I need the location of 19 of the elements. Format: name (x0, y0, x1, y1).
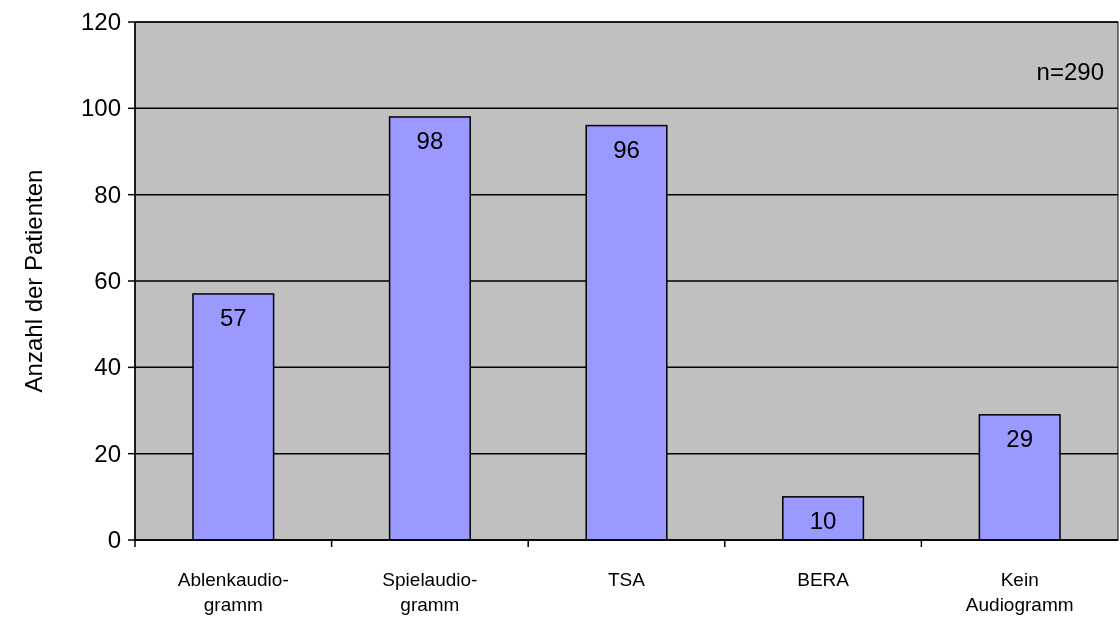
y-tick-label: 100 (80, 94, 121, 122)
data-label: 98 (416, 126, 444, 154)
data-label: 96 (613, 135, 640, 163)
y-tick-label: 80 (94, 180, 121, 208)
annotation: n=290 (1036, 58, 1104, 85)
data-label: 10 (809, 506, 837, 534)
y-tick-label: 60 (94, 267, 121, 294)
x-tick-label: Kein Audiogramm (965, 569, 1074, 615)
y-tick-label: 120 (80, 8, 121, 35)
x-tick-label: TSA (608, 569, 646, 590)
data-label: 57 (219, 303, 247, 331)
y-tick-label: 20 (94, 439, 121, 467)
data-label: 29 (1006, 424, 1034, 452)
y-axis-title: Anzahl der Patienten (20, 169, 47, 393)
x-tick-label: Spielaudio- gramm (382, 569, 478, 615)
x-tick-label: Ablenkaudio- gramm (177, 569, 289, 615)
y-tick-label: 40 (94, 353, 121, 381)
x-tick-label: BERA (797, 569, 850, 590)
y-tick-label: 0 (107, 526, 121, 553)
